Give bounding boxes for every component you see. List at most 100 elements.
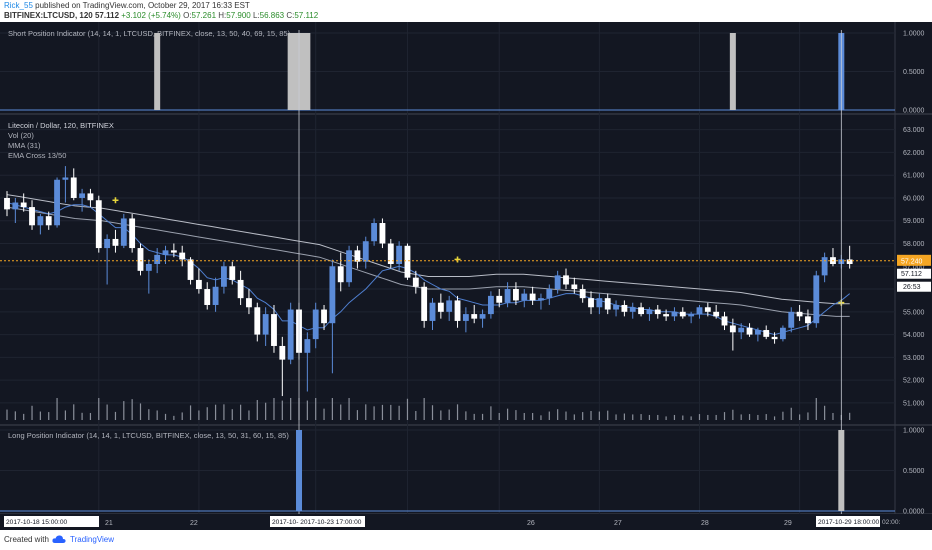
candle-body [596,298,603,308]
long-tick-label: 1.0000 [903,428,925,435]
volume-bar [398,405,400,420]
volume-bar [598,411,600,420]
candle-body [170,250,177,253]
indicator-vol: Vol (20) [8,131,34,140]
indicator-mma: MMA (31) [8,141,41,150]
volume-bar [773,416,776,420]
volume-bar [348,398,350,420]
volume-bar [723,412,726,420]
author-link[interactable]: Rick_55 [4,1,33,10]
price-tick-label: 53.000 [903,355,925,362]
candle-body [613,304,619,310]
candle-body [212,286,219,305]
candle-body [412,277,419,287]
trading-chart[interactable]: Short Position Indicator (14, 14, 1, LTC… [0,22,932,530]
volume-bar [390,404,392,420]
candle-body [496,295,503,303]
volume-bar [523,412,525,420]
volume-bar [273,398,275,420]
candle-body [521,293,528,301]
volume-bar [490,406,492,420]
candle-body [379,223,386,244]
volume-bar [131,399,133,420]
candle-body [713,311,720,317]
volume-bar [498,412,500,420]
volume-bar [807,412,809,420]
volume-bar [231,409,233,420]
mma-upper-line [6,194,850,305]
volume-bar [765,414,767,420]
last-price-label: 57.240 [901,258,923,265]
volume-bar [64,410,67,420]
candle-body [554,275,561,290]
time-axis: 212225262728292017-10-18 15:00:002017-10… [0,514,932,530]
candle-body [437,302,444,312]
price-axes: 63.000 62.000 61.000 60.000 59.000 58.000 57.0… [897,31,931,516]
candle-body [137,248,144,271]
volume-bar [23,413,25,420]
candle-body [688,314,695,317]
volume-bar [849,412,851,420]
candle-body [805,316,811,324]
volume-bar [565,411,567,420]
current-price-label: 57.112 [901,271,922,278]
price-tick-label: 54.000 [903,332,925,339]
candle-body [721,316,728,326]
volume-bar [89,412,92,420]
volume-bar [532,412,534,420]
open-label: O: [183,11,192,20]
publish-line: Rick_55 published on TradingView.com, Oc… [4,1,250,10]
volume-bar [39,411,41,420]
candle-body [538,298,544,301]
low-value: 56.863 [259,11,285,20]
candle-body [4,197,10,210]
candle-body [20,202,27,208]
candle-body [396,245,403,264]
volume-bar [515,410,517,420]
time-tick-label: 21 [105,520,113,527]
time-axis-bg [0,514,932,530]
candle-body [654,309,661,315]
short-panel-title: Short Position Indicator (14, 14, 1, LTC… [8,29,291,38]
volume-bar [315,398,317,420]
volume-bar [81,412,83,420]
volume-bar [481,413,484,420]
volume-bar [548,411,550,420]
short-signal-bar [729,33,736,110]
candle-body [546,289,553,299]
candle-body [387,243,394,264]
volume-bar [673,414,676,420]
candle-body [754,330,761,335]
time-tick-label: 26 [527,520,535,527]
candle-body [304,339,311,353]
volume-bar [573,414,575,420]
candle-body [221,266,227,287]
ema-cross-marker [454,256,461,263]
candle-body [779,327,786,340]
short-signal-bar [154,33,161,110]
volume-bar [431,405,434,420]
low-label: L: [252,11,260,20]
open-value: 57.261 [191,11,217,20]
candle-body [696,307,703,315]
volume-bar [607,410,609,420]
volume-bar [173,415,175,420]
candle-body [404,245,411,278]
volume-bar [265,402,267,420]
grid-lines [0,22,932,515]
price-tick-label: 61.000 [903,173,925,180]
time-date-box [880,516,910,527]
candle-body [446,300,453,312]
volume-bar [732,409,734,420]
indicator-ema-cross: EMA Cross 13/50 [8,151,66,160]
candle-body [337,266,344,283]
candle-body [796,311,803,317]
tradingview-link[interactable]: TradingView [70,535,115,544]
volume-bar [98,398,100,420]
volume-bar [189,405,192,420]
candle-body [513,289,519,301]
candle-body [279,345,286,360]
header-bar: Rick_55 published on TradingView.com, Oc… [0,0,932,22]
candle-body [54,179,60,226]
volume-bar [473,413,475,420]
